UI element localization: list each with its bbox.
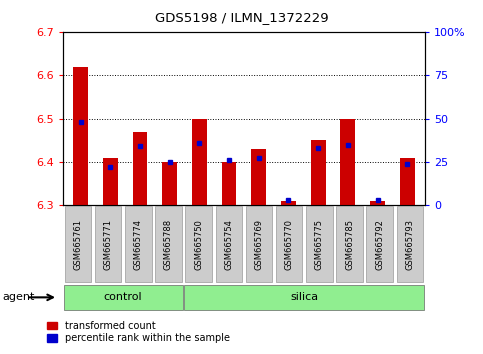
Text: GDS5198 / ILMN_1372229: GDS5198 / ILMN_1372229 — [155, 11, 328, 24]
Text: GSM665750: GSM665750 — [194, 219, 203, 270]
Bar — [311, 140, 326, 205]
Text: GSM665769: GSM665769 — [255, 219, 264, 270]
Bar — [336, 206, 363, 282]
Bar — [73, 67, 88, 205]
Bar — [65, 206, 91, 282]
Bar — [251, 149, 266, 205]
Text: GSM665792: GSM665792 — [375, 219, 384, 270]
Bar — [306, 206, 333, 282]
Text: GSM665793: GSM665793 — [405, 219, 414, 270]
Bar — [341, 119, 355, 205]
Text: GSM665771: GSM665771 — [103, 219, 113, 270]
Bar — [222, 162, 237, 205]
Text: GSM665754: GSM665754 — [224, 219, 233, 270]
Bar — [132, 132, 147, 205]
Bar — [185, 206, 212, 282]
Text: GSM665761: GSM665761 — [73, 219, 83, 270]
Text: GSM665774: GSM665774 — [134, 219, 143, 270]
Bar — [246, 206, 272, 282]
Text: agent: agent — [2, 292, 35, 302]
Text: GSM665775: GSM665775 — [315, 219, 324, 270]
Text: GSM665785: GSM665785 — [345, 219, 354, 270]
Bar — [400, 158, 414, 205]
Bar — [276, 206, 302, 282]
Bar — [281, 201, 296, 205]
Bar — [185, 285, 424, 310]
Bar — [192, 119, 207, 205]
Text: silica: silica — [290, 292, 318, 302]
Bar — [370, 201, 385, 205]
Text: GSM665788: GSM665788 — [164, 219, 173, 270]
Bar — [215, 206, 242, 282]
Bar — [125, 206, 152, 282]
Text: GSM665770: GSM665770 — [284, 219, 294, 270]
Text: control: control — [104, 292, 142, 302]
Bar — [397, 206, 423, 282]
Bar — [367, 206, 393, 282]
Bar — [103, 158, 118, 205]
Bar — [64, 285, 183, 310]
Legend: transformed count, percentile rank within the sample: transformed count, percentile rank withi… — [43, 317, 234, 347]
Bar — [95, 206, 121, 282]
Bar — [162, 162, 177, 205]
Bar — [155, 206, 182, 282]
